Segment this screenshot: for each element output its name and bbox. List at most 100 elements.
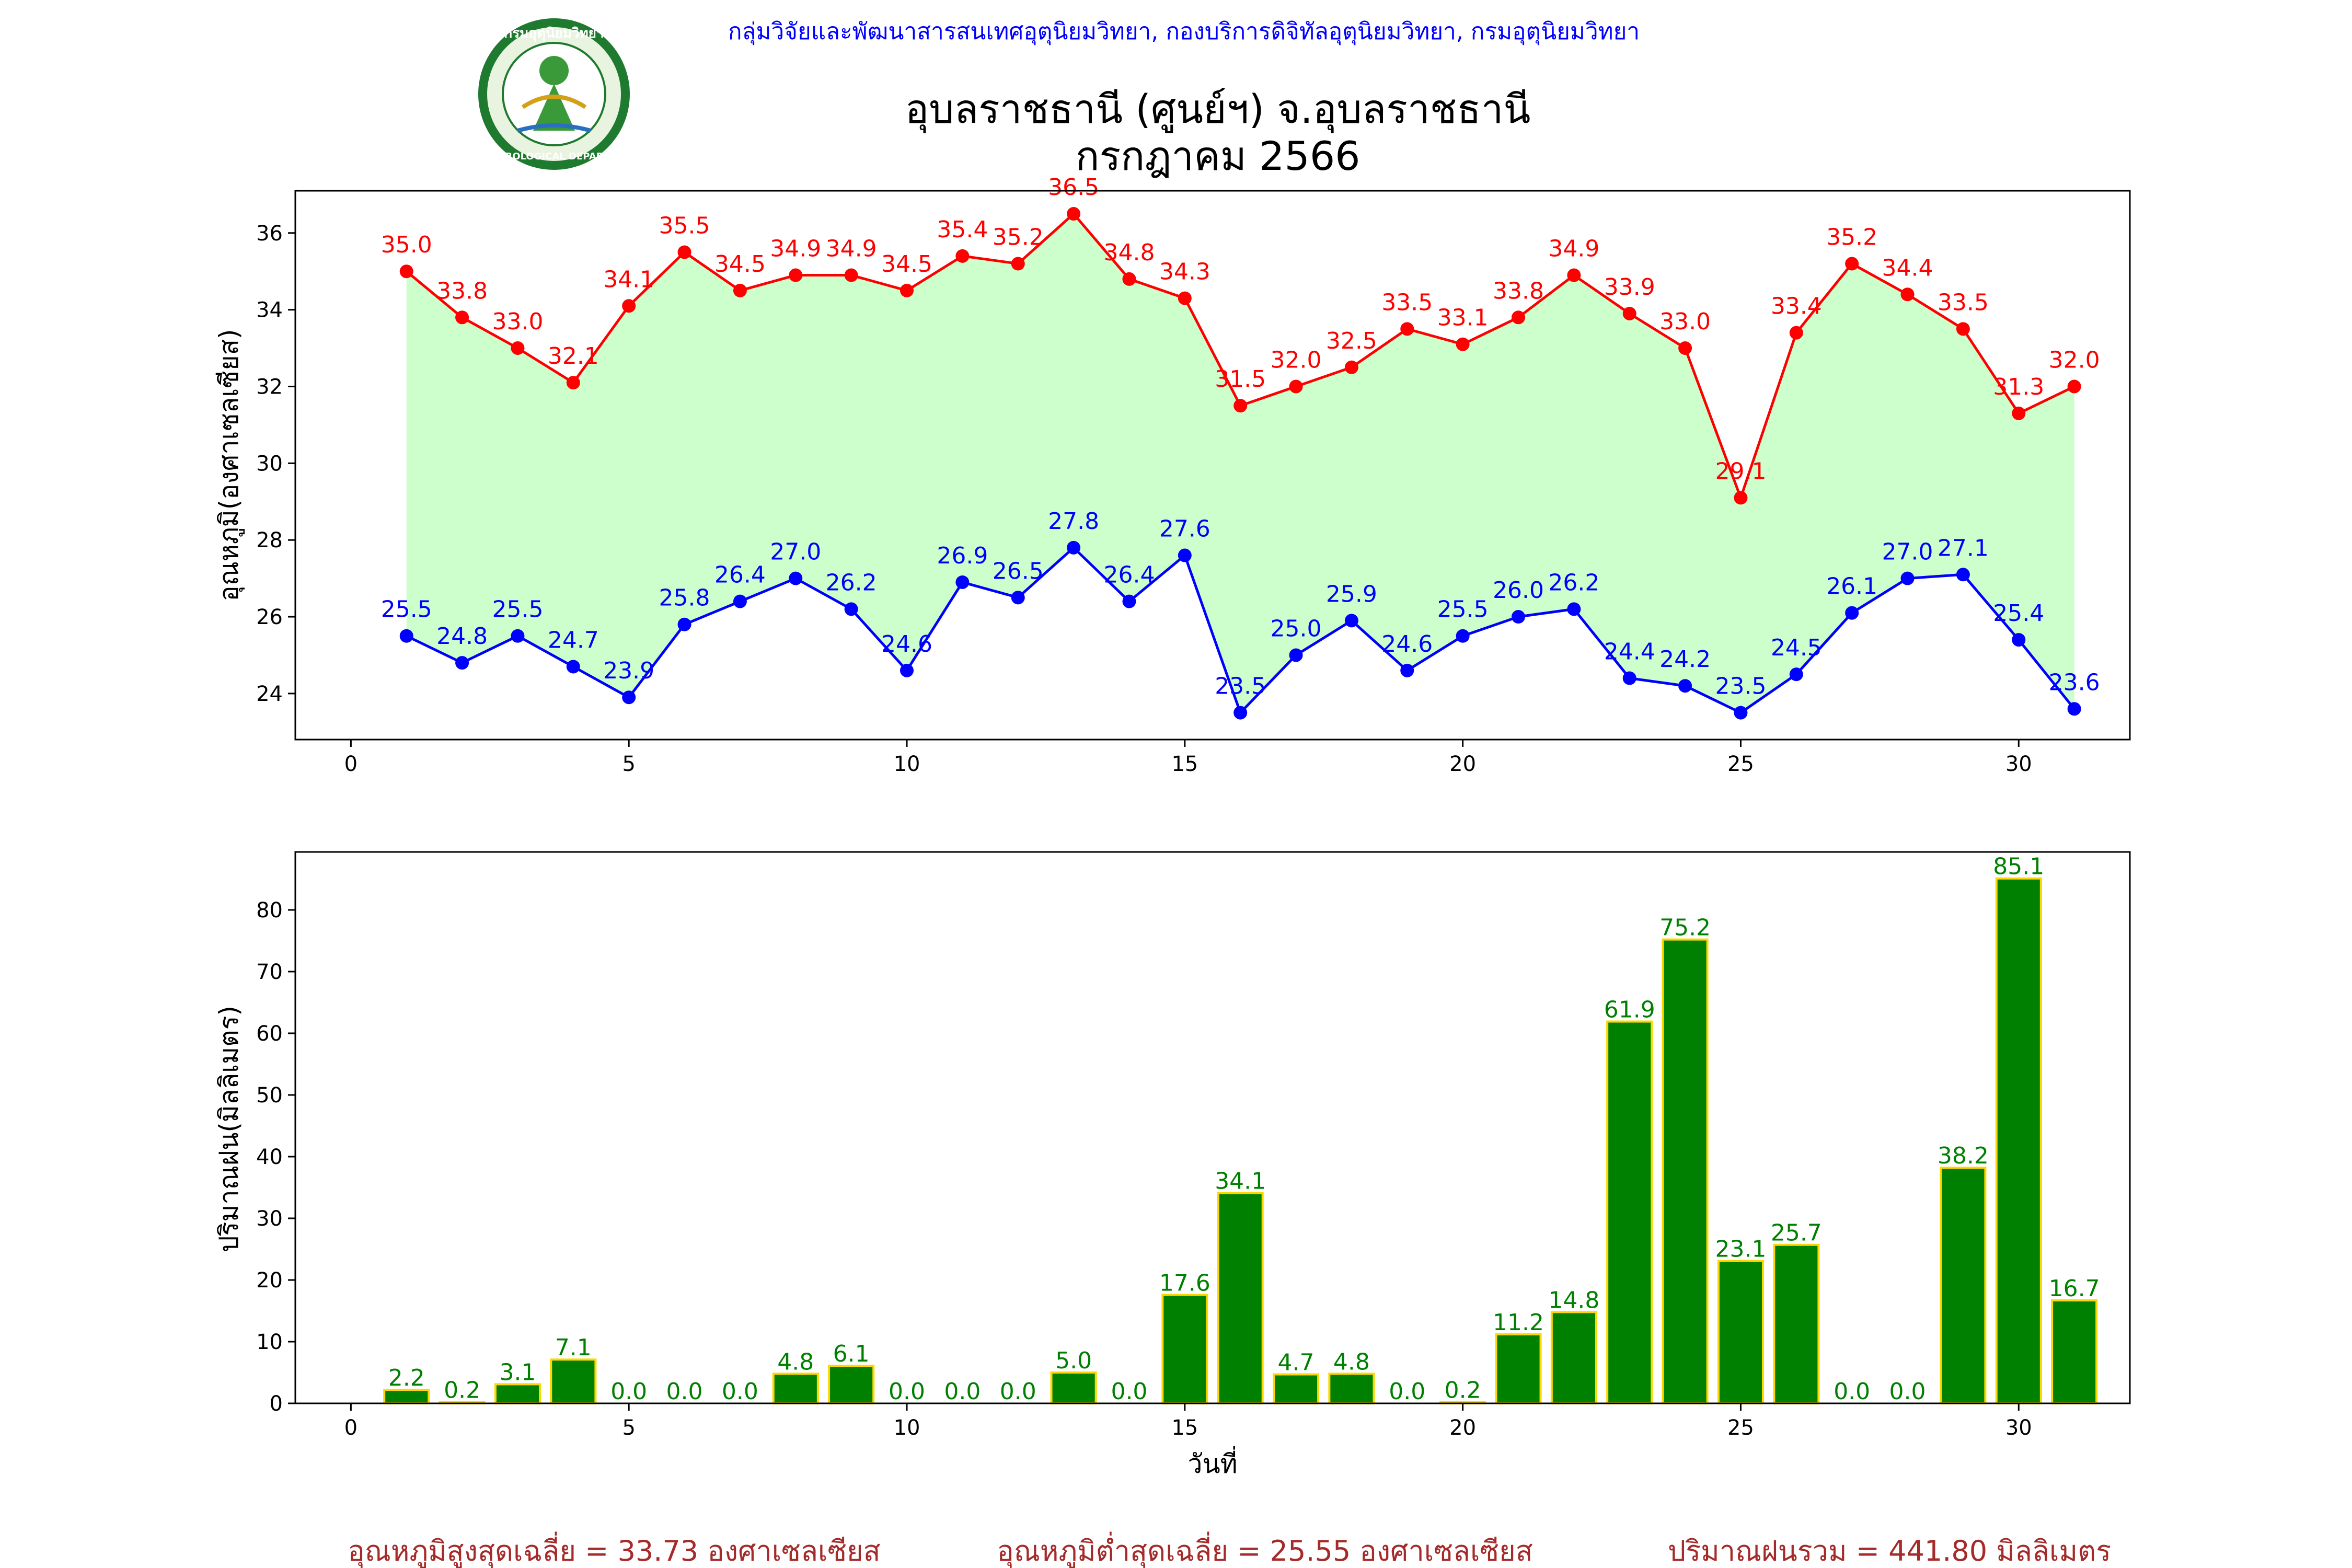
max-temperature-point (1400, 322, 1414, 336)
rainfall-bar (1773, 1243, 1820, 1405)
summary-total-rain: ปริมาณฝนรวม = 441.80 มิลลิเมตร (1668, 1535, 2111, 1567)
chart-subtitle: กรกฎาคม 2566 (1075, 133, 1360, 179)
rainfall-y-tick-label: 40 (256, 1145, 283, 1169)
max-temperature-point (1289, 379, 1303, 394)
rainfall-bar (772, 1373, 819, 1405)
temperature-x-tick-label: 25 (1727, 752, 1754, 776)
temperature-plot-frame (294, 190, 2131, 741)
rainfall-bar (383, 1389, 430, 1405)
rainfall-bar (1217, 1192, 1264, 1405)
rainfall-x-tick-label: 30 (2005, 1416, 2032, 1440)
max-temperature-value-label: 33.8 (436, 278, 488, 304)
rainfall-bar (1717, 1260, 1765, 1405)
rainfall-value-label: 5.0 (1055, 1347, 1092, 1374)
min-temperature-value-label: 24.6 (1381, 631, 1433, 658)
rainfall-y-tick-label: 80 (256, 898, 283, 923)
rainfall-bar (494, 1383, 541, 1405)
min-temperature-value-label: 23.5 (1215, 673, 1266, 700)
rainfall-bar (1662, 938, 1709, 1405)
rainfall-x-tick-label: 5 (622, 1416, 635, 1440)
min-temperature-point (1122, 594, 1136, 608)
max-temperature-point (1734, 491, 1748, 505)
max-temperature-value-label: 34.3 (1159, 259, 1210, 285)
min-temperature-value-label: 27.1 (1938, 535, 1989, 561)
min-temperature-point (566, 660, 580, 674)
rainfall-bar (1161, 1294, 1208, 1404)
temperature-y-tick-label: 24 (256, 682, 283, 706)
rainfall-value-label: 4.8 (777, 1348, 814, 1375)
agency-text: กลุ่มวิจัยและพัฒนาสารสนเทศอุตุนิยมวิทยา,… (728, 18, 1640, 45)
max-temperature-value-label: 33.0 (1659, 308, 1711, 335)
max-temperature-point (566, 376, 580, 390)
min-temperature-value-label: 27.0 (1882, 539, 1933, 566)
rainfall-value-label: 0.0 (1834, 1378, 1870, 1405)
max-temperature-point (1956, 322, 1970, 336)
min-temperature-point (789, 571, 803, 585)
max-temperature-point (789, 268, 803, 282)
min-temperature-value-label: 26.4 (1103, 562, 1155, 589)
min-temperature-point (955, 575, 970, 589)
rainfall-bar (550, 1358, 597, 1404)
max-temperature-value-label: 32.0 (1271, 347, 1322, 373)
min-temperature-point (2067, 702, 2081, 716)
max-temperature-value-label: 35.0 (381, 232, 432, 258)
min-temperature-point (1956, 568, 1970, 582)
rainfall-value-label: 0.0 (944, 1378, 981, 1405)
rainfall-bar (2051, 1299, 2098, 1404)
max-temperature-value-label: 33.1 (1437, 305, 1489, 331)
max-temperature-value-label: 34.4 (1882, 255, 1933, 281)
max-temperature-value-label: 34.9 (826, 236, 877, 262)
rainfall-value-label: 34.1 (1215, 1168, 1266, 1195)
min-temperature-value-label: 27.8 (1048, 508, 1099, 535)
min-temperature-value-label: 27.0 (770, 539, 821, 566)
min-temperature-point (1344, 614, 1358, 628)
max-temperature-value-label: 35.4 (937, 216, 988, 243)
rainfall-y-tick-label: 10 (256, 1330, 283, 1354)
temperature-y-axis-label: อุณหภูมิ(องศาเซลเซียส) (214, 329, 245, 601)
temperature-x-tick-label: 30 (2005, 752, 2032, 776)
max-temperature-point (677, 245, 691, 259)
min-temperature-value-label: 24.4 (1604, 639, 1655, 665)
rainfall-x-tick-label: 25 (1727, 1416, 1754, 1440)
min-temperature-value-label: 24.6 (881, 631, 932, 658)
min-temperature-value-label: 24.7 (548, 627, 599, 653)
min-temperature-value-label: 24.2 (1659, 646, 1711, 673)
x-axis-label: วันที่ (1187, 1446, 1237, 1479)
temperature-range-fill (406, 214, 2074, 713)
min-temperature-value-label: 23.5 (1715, 673, 1766, 700)
max-temperature-value-label: 33.8 (1493, 278, 1544, 304)
max-temperature-point (1845, 257, 1859, 271)
min-temperature-point (1178, 548, 1192, 562)
rainfall-y-tick-label: 30 (256, 1207, 283, 1231)
rainfall-value-label: 38.2 (1938, 1143, 1989, 1169)
max-temperature-point (1067, 207, 1081, 221)
max-temperature-value-label: 35.5 (659, 212, 710, 239)
min-temperature-value-label: 23.6 (2049, 669, 2100, 696)
rainfall-bar (1995, 877, 2042, 1405)
min-temperature-point (677, 617, 691, 631)
meteorological-department-logo: กรมอุตุนิยมวิทยา METEOROLOGICAL DEPARTME… (468, 18, 640, 170)
rainfall-y-tick-label: 70 (256, 960, 283, 984)
min-temperature-value-label: 25.5 (1437, 596, 1489, 623)
max-temperature-value-label: 34.5 (714, 251, 766, 278)
rainfall-value-label: 11.2 (1493, 1309, 1544, 1336)
min-temperature-value-label: 25.9 (1326, 581, 1377, 607)
rainfall-value-label: 7.1 (555, 1334, 592, 1361)
max-temperature-value-label: 34.9 (770, 236, 821, 262)
rainfall-y-tick-label: 50 (256, 1083, 283, 1108)
temperature-x-tick-label: 20 (1449, 752, 1476, 776)
max-temperature-point (1233, 399, 1248, 413)
max-temperature-value-label: 32.0 (2049, 347, 2100, 373)
min-temperature-point (622, 690, 636, 705)
max-temperature-point (455, 310, 469, 325)
temperature-y-tick-label: 26 (256, 605, 283, 629)
min-temperature-point (1289, 648, 1303, 662)
rainfall-value-label: 16.7 (2049, 1275, 2100, 1302)
rainfall-value-label: 17.6 (1159, 1270, 1210, 1296)
rainfall-value-label: 0.2 (1445, 1377, 1481, 1404)
summary-average-max: อุณหภูมิสูงสุดเฉลี่ย = 33.73 องศาเซลเซีย… (348, 1531, 880, 1568)
rainfall-value-label: 3.1 (499, 1359, 536, 1386)
max-temperature-point (1622, 306, 1636, 320)
max-temperature-point (1456, 337, 1470, 351)
temperature-y-tick-label: 36 (256, 222, 283, 246)
